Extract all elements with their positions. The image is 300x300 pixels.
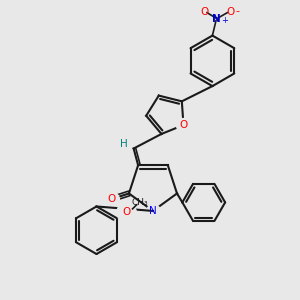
Text: -: -	[236, 6, 240, 16]
Text: N: N	[212, 14, 221, 24]
Text: N: N	[149, 206, 157, 216]
Text: O: O	[227, 7, 235, 17]
Text: H: H	[120, 139, 128, 149]
Text: +: +	[221, 16, 228, 25]
Text: CH₃: CH₃	[132, 198, 148, 207]
Text: O: O	[122, 207, 130, 218]
Text: O: O	[108, 194, 116, 204]
Text: O: O	[179, 120, 188, 130]
Text: O: O	[200, 7, 208, 17]
